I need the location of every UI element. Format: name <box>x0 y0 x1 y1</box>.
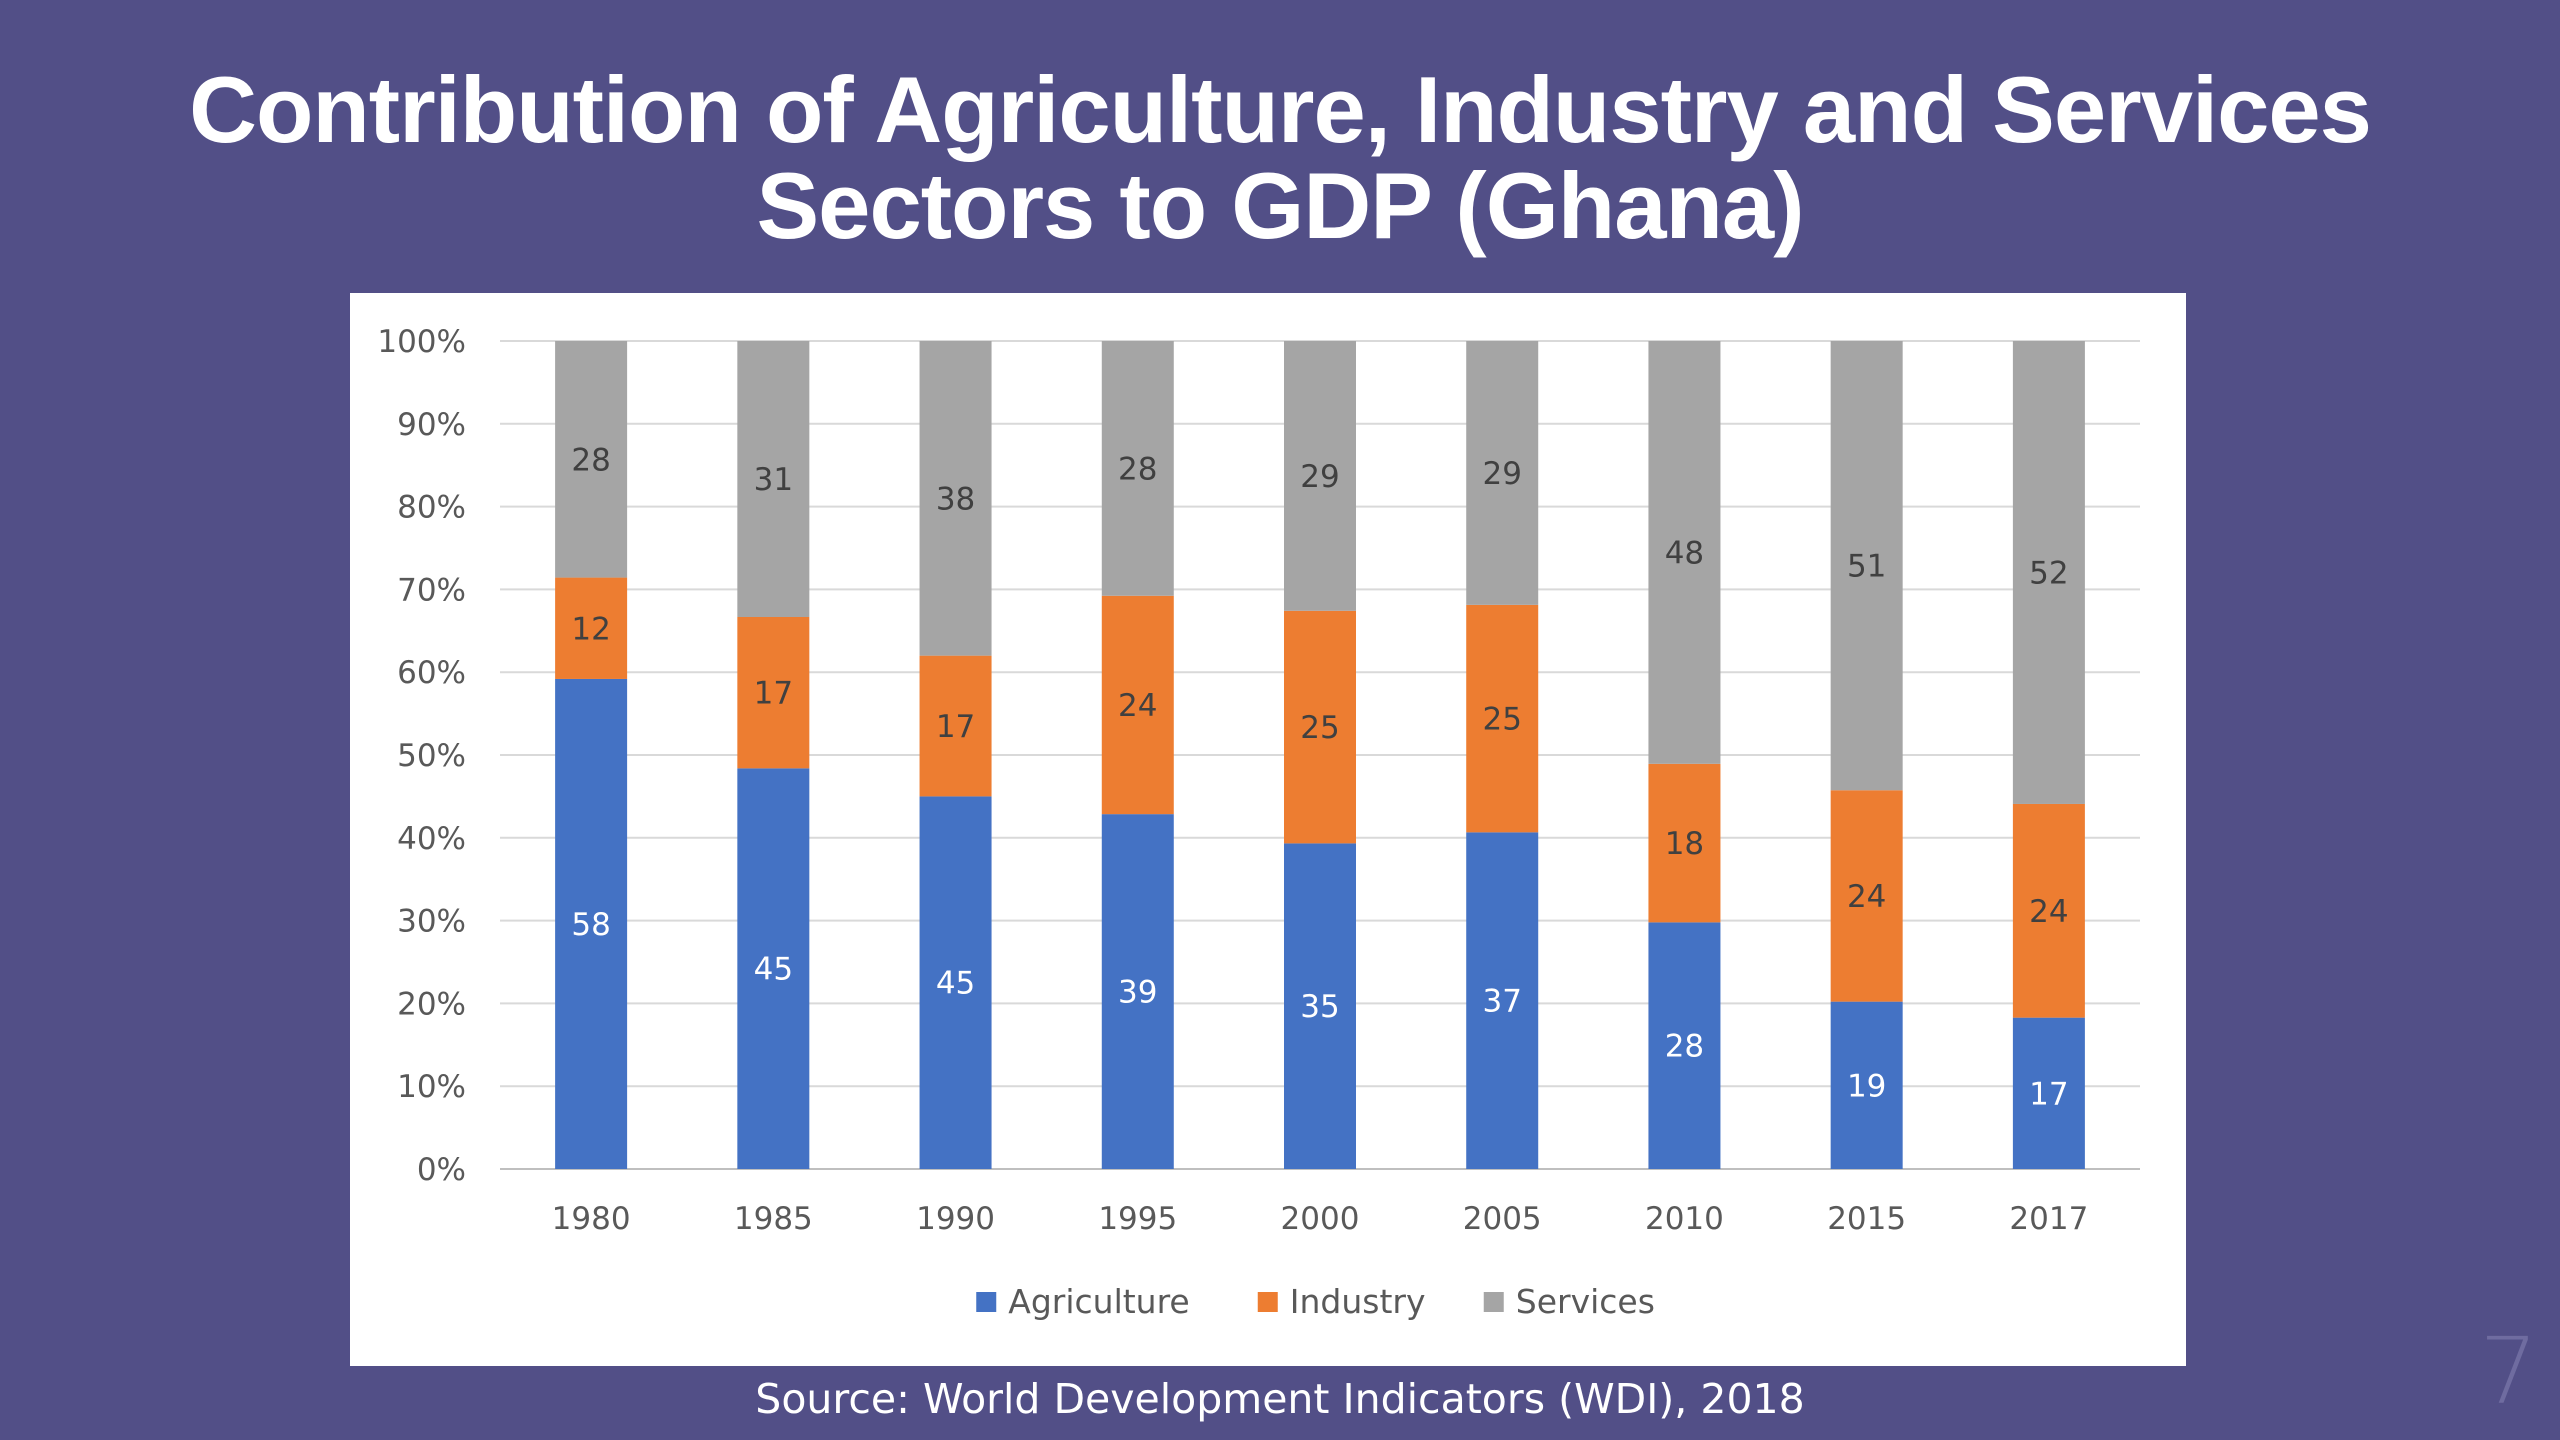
x-axis-ticks: 1980 1985 1990 1995 2000 2005 2010 2015 2017 <box>552 1201 2089 1237</box>
y-tick-label: 100% <box>377 324 466 360</box>
y-tick-label: 30% <box>397 904 466 940</box>
bar-industry <box>1101 595 1174 815</box>
legend-label-industry: Industry <box>1290 1282 1426 1321</box>
bar-industry <box>1648 763 1721 923</box>
data-label-agriculture: 45 <box>936 966 975 1002</box>
data-label-agriculture: 37 <box>1482 984 1521 1020</box>
data-label-services: 38 <box>936 481 975 517</box>
legend-swatch-agriculture <box>976 1292 997 1312</box>
y-tick-label: 70% <box>397 572 466 608</box>
bar-services <box>1466 341 1539 605</box>
bar-industry <box>2012 803 2085 1018</box>
bar-services <box>737 341 810 617</box>
y-tick-label: 10% <box>397 1069 466 1105</box>
bar-agriculture <box>1101 814 1174 1169</box>
x-tick-label: 2000 <box>1281 1201 1360 1237</box>
data-label-industry: 18 <box>1665 826 1704 862</box>
data-label-agriculture: 35 <box>1300 989 1339 1025</box>
y-tick-label: 60% <box>397 655 466 691</box>
y-tick-label: 40% <box>397 821 466 857</box>
bar-agriculture <box>2012 1017 2085 1169</box>
bar-services <box>2012 341 2085 804</box>
x-tick-label: 1980 <box>552 1201 631 1237</box>
x-tick-label: 1990 <box>916 1201 995 1237</box>
bar-industry <box>1466 604 1539 833</box>
bar-industry <box>919 655 992 797</box>
x-tick-label: 2005 <box>1463 1201 1542 1237</box>
bar-agriculture <box>1466 832 1539 1169</box>
data-label-services: 29 <box>1300 459 1339 495</box>
x-tick-label: 2010 <box>1645 1201 1724 1237</box>
bar-agriculture <box>1284 843 1356 1169</box>
bar-services <box>1830 341 1903 791</box>
legend-swatch-industry <box>1257 1292 1278 1312</box>
legend-label-services: Services <box>1516 1282 1655 1321</box>
data-label-industry: 24 <box>2029 894 2068 930</box>
data-label-agriculture: 28 <box>1665 1029 1704 1065</box>
data-label-industry: 24 <box>1847 879 1886 915</box>
y-tick-label: 50% <box>397 738 466 774</box>
data-label-services: 28 <box>1118 451 1157 487</box>
data-label-services: 52 <box>2029 555 2068 591</box>
bar-agriculture <box>1830 1001 1903 1169</box>
data-label-agriculture: 19 <box>1847 1068 1886 1104</box>
data-label-industry: 17 <box>936 709 975 745</box>
data-label-industry: 25 <box>1482 702 1521 738</box>
bar-services <box>1284 341 1356 611</box>
stacked-bar-chart: 0% 10% 20% 30% 40% 50% 60% 70% 80% 90% 100% 58 12 28… <box>377 324 2140 1321</box>
bar-industry <box>1830 790 1903 1002</box>
bar-agriculture <box>555 678 628 1169</box>
data-label-services: 51 <box>1847 549 1886 585</box>
x-tick-label: 2015 <box>1827 1201 1906 1237</box>
x-tick-label: 2017 <box>2009 1201 2088 1237</box>
data-label-services: 29 <box>1482 456 1521 492</box>
bar-agriculture <box>919 796 992 1169</box>
slide-title-line-1: Contribution of Agriculture, Industry an… <box>189 57 2372 162</box>
data-label-industry: 17 <box>754 676 793 712</box>
bar-agriculture <box>1648 922 1721 1169</box>
data-label-industry: 25 <box>1300 710 1339 746</box>
slide-title: Contribution of Agriculture, Industry an… <box>0 62 2560 254</box>
y-axis-ticks: 0% 10% 20% 30% 40% 50% 60% 70% 80% 90% 100% <box>377 324 466 1188</box>
bar-industry <box>555 577 628 679</box>
bar-industry <box>1284 610 1356 844</box>
chart-panel: 0% 10% 20% 30% 40% 50% 60% 70% 80% 90% 100% 58 12 28… <box>350 293 2186 1366</box>
data-label-industry: 12 <box>571 611 610 647</box>
legend-swatch-services <box>1483 1292 1504 1312</box>
y-tick-label: 0% <box>417 1152 466 1188</box>
bars <box>555 341 2085 1169</box>
bar-industry <box>737 617 810 769</box>
y-tick-label: 20% <box>397 986 466 1022</box>
data-label-agriculture: 39 <box>1118 975 1157 1011</box>
y-tick-label: 80% <box>397 490 466 526</box>
y-tick-label: 90% <box>397 407 466 443</box>
legend-label-agriculture: Agriculture <box>1008 1282 1189 1321</box>
legend: Agriculture Industry Services <box>976 1282 1655 1321</box>
bar-agriculture <box>737 768 810 1169</box>
data-labels: 58 12 28 45 17 31 45 17 38 39 24 28 35 25 29 37 25 29 28 18… <box>571 442 2068 1112</box>
data-label-agriculture: 17 <box>2029 1076 2068 1112</box>
x-tick-label: 1985 <box>734 1201 813 1237</box>
bar-services <box>1101 341 1174 596</box>
data-label-services: 31 <box>754 462 793 498</box>
slide-title-line-2: Sectors to GDP (Ghana) <box>756 153 1804 258</box>
data-label-services: 28 <box>571 442 610 478</box>
data-label-agriculture: 58 <box>571 907 610 943</box>
data-label-industry: 24 <box>1118 688 1157 724</box>
bar-services <box>555 341 628 578</box>
bar-services <box>919 341 992 656</box>
bar-services <box>1648 341 1721 764</box>
x-tick-label: 1995 <box>1098 1201 1177 1237</box>
data-label-services: 48 <box>1665 535 1704 571</box>
source-note: Source: World Development Indicators (WD… <box>755 1375 1805 1423</box>
data-label-agriculture: 45 <box>754 952 793 988</box>
page-number: 7 <box>2479 1318 2538 1425</box>
